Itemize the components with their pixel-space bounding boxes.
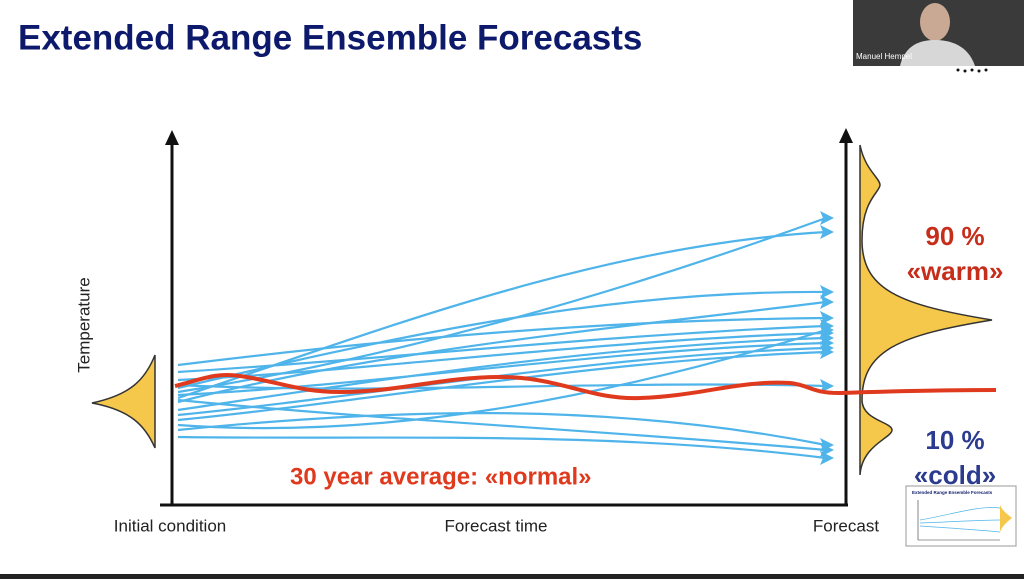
average-line [174, 372, 997, 401]
arrow-head [820, 345, 834, 359]
forecast-distribution [859, 144, 993, 476]
ensemble-member [177, 435, 827, 460]
ensemble-member [177, 331, 827, 382]
axes [160, 128, 853, 507]
cold-share: 10 % [925, 425, 984, 455]
arrow-head [820, 225, 834, 239]
ensemble-member [177, 383, 827, 390]
thumbnail-title: Extended Range Ensemble Forecasts [912, 490, 993, 495]
arrow-head [820, 211, 834, 225]
ensemble-lines [177, 211, 834, 465]
slide-title: Extended Range Ensemble Forecasts [18, 18, 642, 57]
ensemble-member [177, 336, 827, 412]
warm-share: 90 % [925, 221, 984, 251]
ensemble-member [177, 412, 827, 447]
arrow-head [820, 451, 834, 465]
arrow-head [820, 379, 834, 393]
arrow [165, 130, 179, 145]
x-label: Forecast time [445, 516, 548, 535]
cold-label: «cold» [914, 460, 996, 490]
dots [956, 68, 988, 73]
thumbnail-lines [919, 507, 1001, 533]
ensemble-member [177, 290, 827, 390]
participant-name: Manuel Hempel [856, 52, 912, 61]
ensemble-member [177, 216, 827, 394]
arrow-head [820, 295, 834, 309]
arrow-head [820, 323, 834, 337]
ensemble-member [177, 324, 827, 374]
thumbnail[interactable] [905, 485, 1017, 547]
arrow [839, 128, 853, 143]
ensemble-member [177, 398, 827, 452]
ensemble-member [177, 341, 827, 397]
ensemble-member [177, 316, 827, 367]
initial-distribution [91, 354, 156, 449]
bottom-bar [0, 574, 1024, 579]
thumbnail-distribution [1000, 505, 1012, 532]
person [920, 3, 950, 41]
arrow-head [820, 285, 834, 299]
person [900, 40, 975, 66]
warm-label: «warm» [907, 256, 1004, 286]
arrow-head [820, 438, 834, 452]
x-label: Forecast [813, 516, 879, 535]
ensemble-member [177, 328, 827, 430]
y-axis-label: Temperature [74, 277, 93, 372]
x-label: Initial condition [114, 516, 226, 535]
average-label: 30 year average: «normal» [290, 463, 592, 490]
